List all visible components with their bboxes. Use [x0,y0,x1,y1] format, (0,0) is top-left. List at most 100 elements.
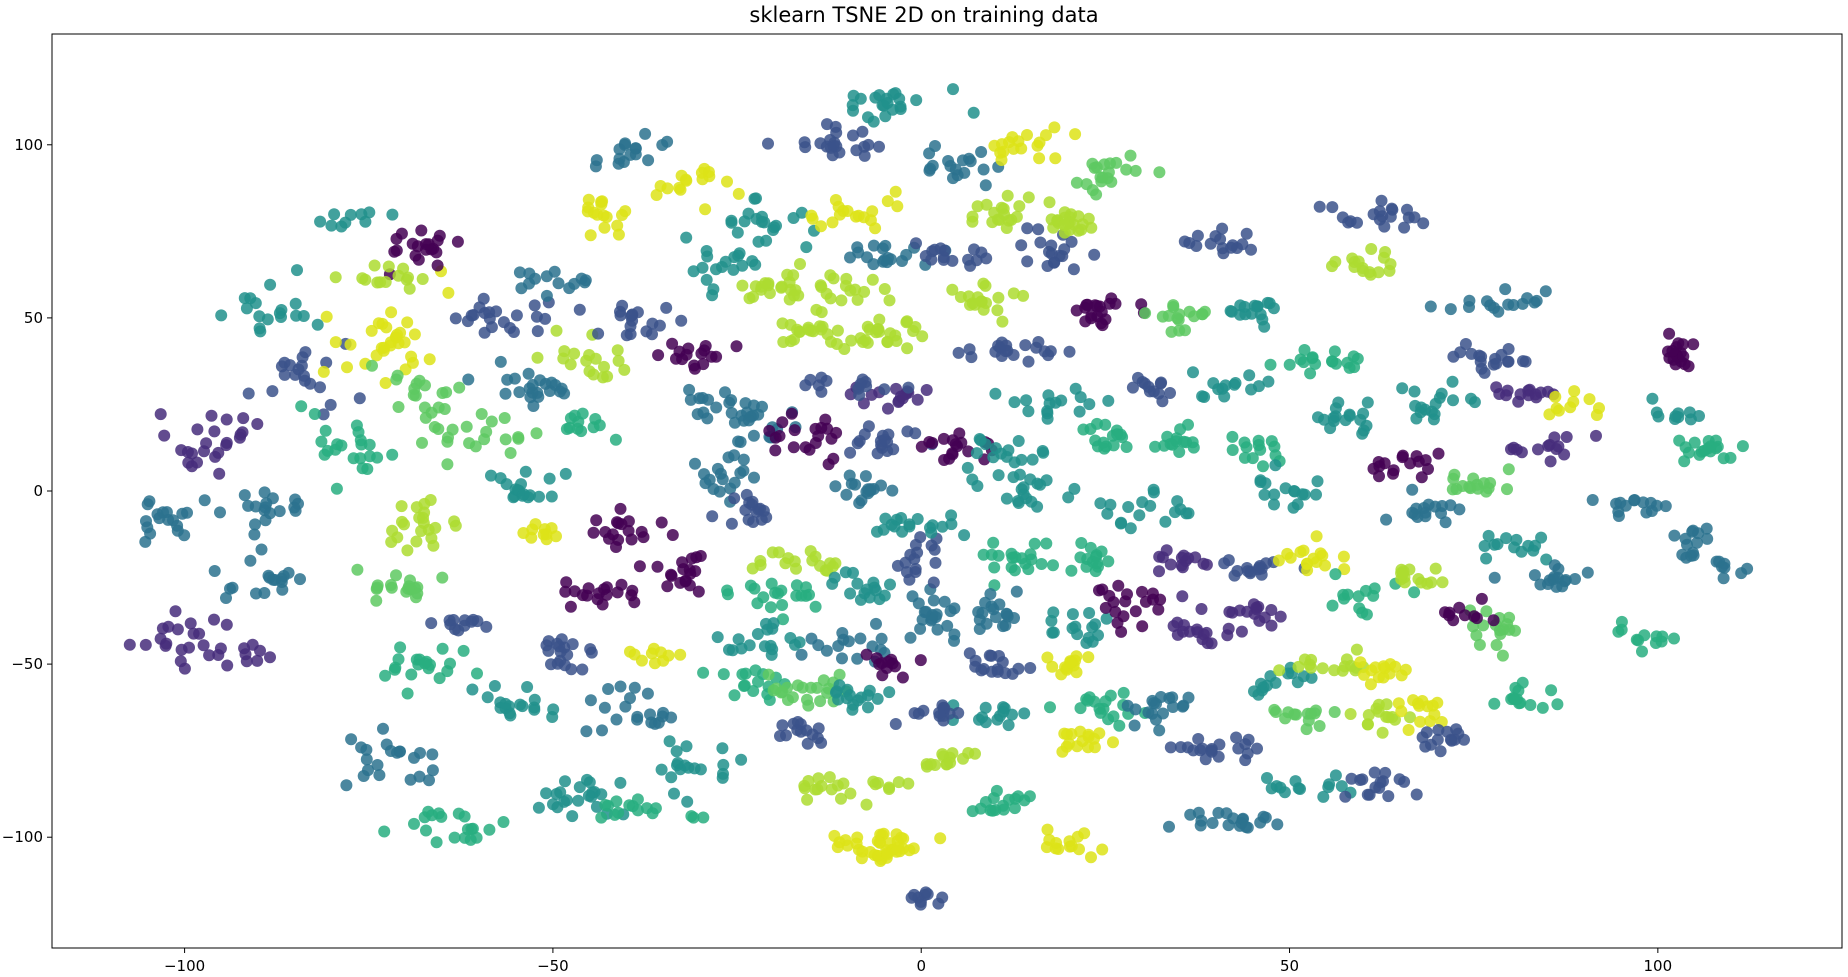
data-point [1412,455,1425,468]
data-point [946,447,959,460]
data-point [1717,452,1730,465]
data-point [237,412,250,425]
data-point [1115,625,1128,638]
data-point [1167,301,1180,313]
data-point [1278,786,1291,799]
data-point [1101,507,1114,520]
data-point [974,802,987,815]
data-point [944,605,957,618]
data-point [1245,307,1258,320]
data-point [289,297,302,310]
data-point [405,668,418,681]
data-point [642,154,655,167]
data-point [392,401,405,413]
data-point [1581,566,1594,579]
data-point [854,593,867,606]
data-point [946,434,959,447]
data-point [432,807,445,820]
data-point [680,740,693,753]
data-point [253,322,266,335]
data-point [696,392,709,404]
data-point [1551,698,1564,711]
data-point [441,458,454,471]
data-point [453,381,466,394]
data-point [1396,449,1409,462]
data-point [341,361,353,374]
data-point [1534,386,1547,399]
data-point [595,811,608,824]
data-point [1478,540,1491,552]
data-point [433,672,446,685]
data-point [850,144,863,157]
data-point [1501,384,1514,397]
data-point [1532,443,1544,456]
data-point [390,569,402,582]
data-point [747,429,760,442]
data-point [329,336,342,349]
data-point [748,192,761,205]
data-point [650,189,663,201]
data-point [906,590,919,603]
data-point [169,605,182,618]
data-point [1006,708,1018,721]
data-point [1218,390,1231,403]
data-point [946,254,959,267]
data-point [979,279,992,292]
data-point [1136,620,1149,633]
data-point [860,798,873,811]
data-point [628,681,641,694]
data-point [1120,441,1133,453]
data-point [1089,434,1102,447]
data-point [858,285,871,298]
data-point [914,654,927,667]
data-point [717,758,730,771]
data-point [835,294,848,307]
data-point [722,451,735,464]
data-point [158,429,171,442]
data-point [458,810,471,823]
data-point [238,489,251,502]
data-point [901,342,914,355]
data-point [564,600,577,613]
y-tick-label: −100 [2,828,43,846]
data-point [1415,471,1428,484]
data-point [844,251,856,264]
data-point [789,284,802,297]
x-tick-label: 50 [1280,957,1299,975]
data-point [596,724,608,737]
data-point [448,831,461,844]
data-point [777,613,789,626]
data-point [1378,662,1391,675]
data-point [1096,319,1109,332]
data-point [395,500,408,513]
data-point [424,494,437,506]
data-point [503,707,516,720]
data-point [903,573,916,586]
data-point [1253,614,1266,627]
data-point [748,471,760,484]
data-point [1255,568,1268,581]
data-point [1219,379,1232,392]
data-point [946,283,959,296]
data-point [742,414,755,427]
data-point [1046,660,1059,673]
data-point [747,399,760,412]
data-point [576,663,589,676]
data-point [181,506,193,519]
data-point [1041,651,1054,664]
data-point [975,146,988,158]
data-point [666,529,679,541]
data-point [198,494,211,507]
data-point [976,607,989,619]
data-point [862,483,875,496]
data-point [1702,435,1715,447]
data-point [1482,482,1495,495]
data-point [545,376,558,389]
data-point [788,555,801,568]
data-point [1357,424,1370,437]
data-point [1010,585,1023,598]
data-point [801,693,813,706]
data-point [871,447,884,460]
data-point [1117,686,1130,699]
data-point [1002,444,1015,457]
